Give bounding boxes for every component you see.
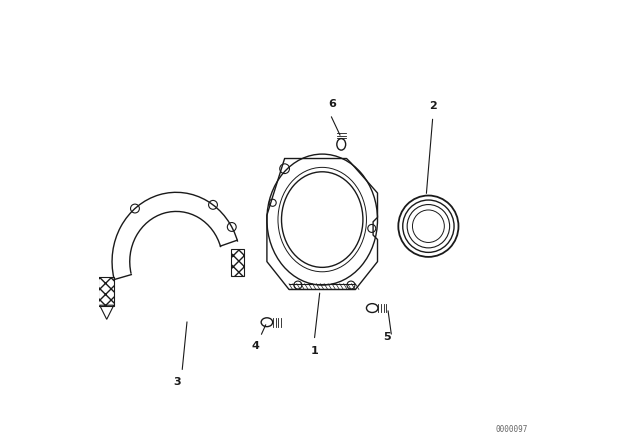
Text: 3: 3 (173, 377, 181, 387)
Text: 2: 2 (429, 101, 436, 111)
Text: 4: 4 (252, 341, 260, 351)
Text: 0000097: 0000097 (495, 425, 528, 434)
Text: 5: 5 (383, 332, 391, 342)
Bar (230, 249, 244, 276)
Text: 6: 6 (328, 99, 337, 109)
Text: 1: 1 (310, 346, 318, 356)
Bar (99, 277, 114, 306)
